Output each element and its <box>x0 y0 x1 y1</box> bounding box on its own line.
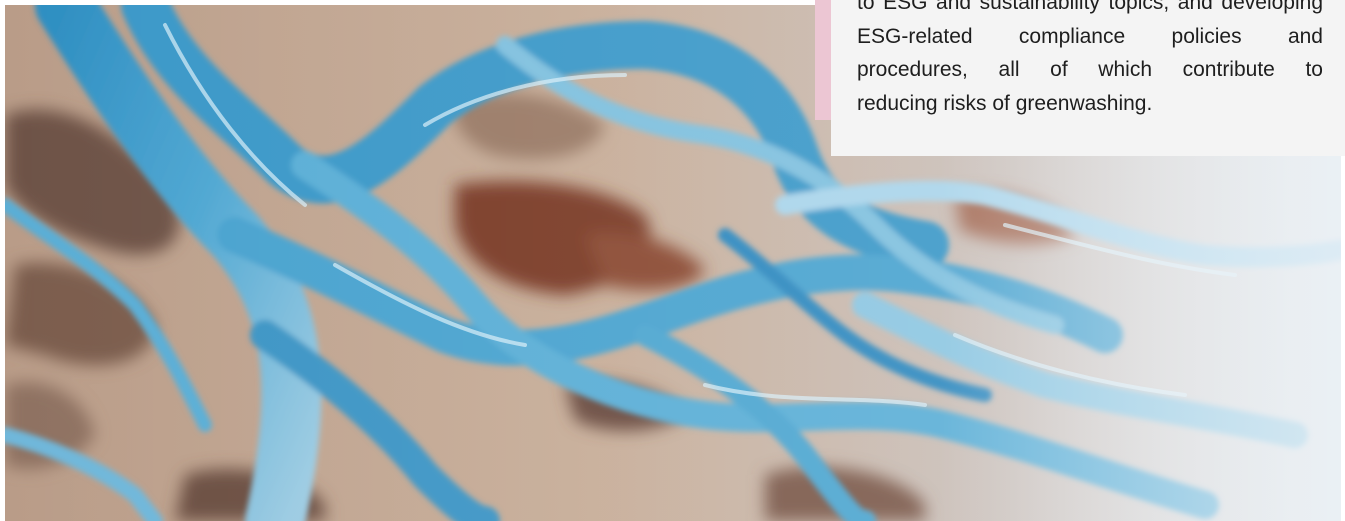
card-line: ESG-related compliance policies and <box>857 24 1323 48</box>
card-line: procedures, all of which contribute to <box>857 58 1323 81</box>
card-line: to ESG and sustainability topics, and de… <box>857 0 1323 14</box>
text-card: to ESG and sustainability topics, and de… <box>831 0 1345 156</box>
card-paragraph: to ESG and sustainability topics, and de… <box>857 0 1323 120</box>
card-line: reducing risks of greenwashing. <box>857 91 1153 115</box>
